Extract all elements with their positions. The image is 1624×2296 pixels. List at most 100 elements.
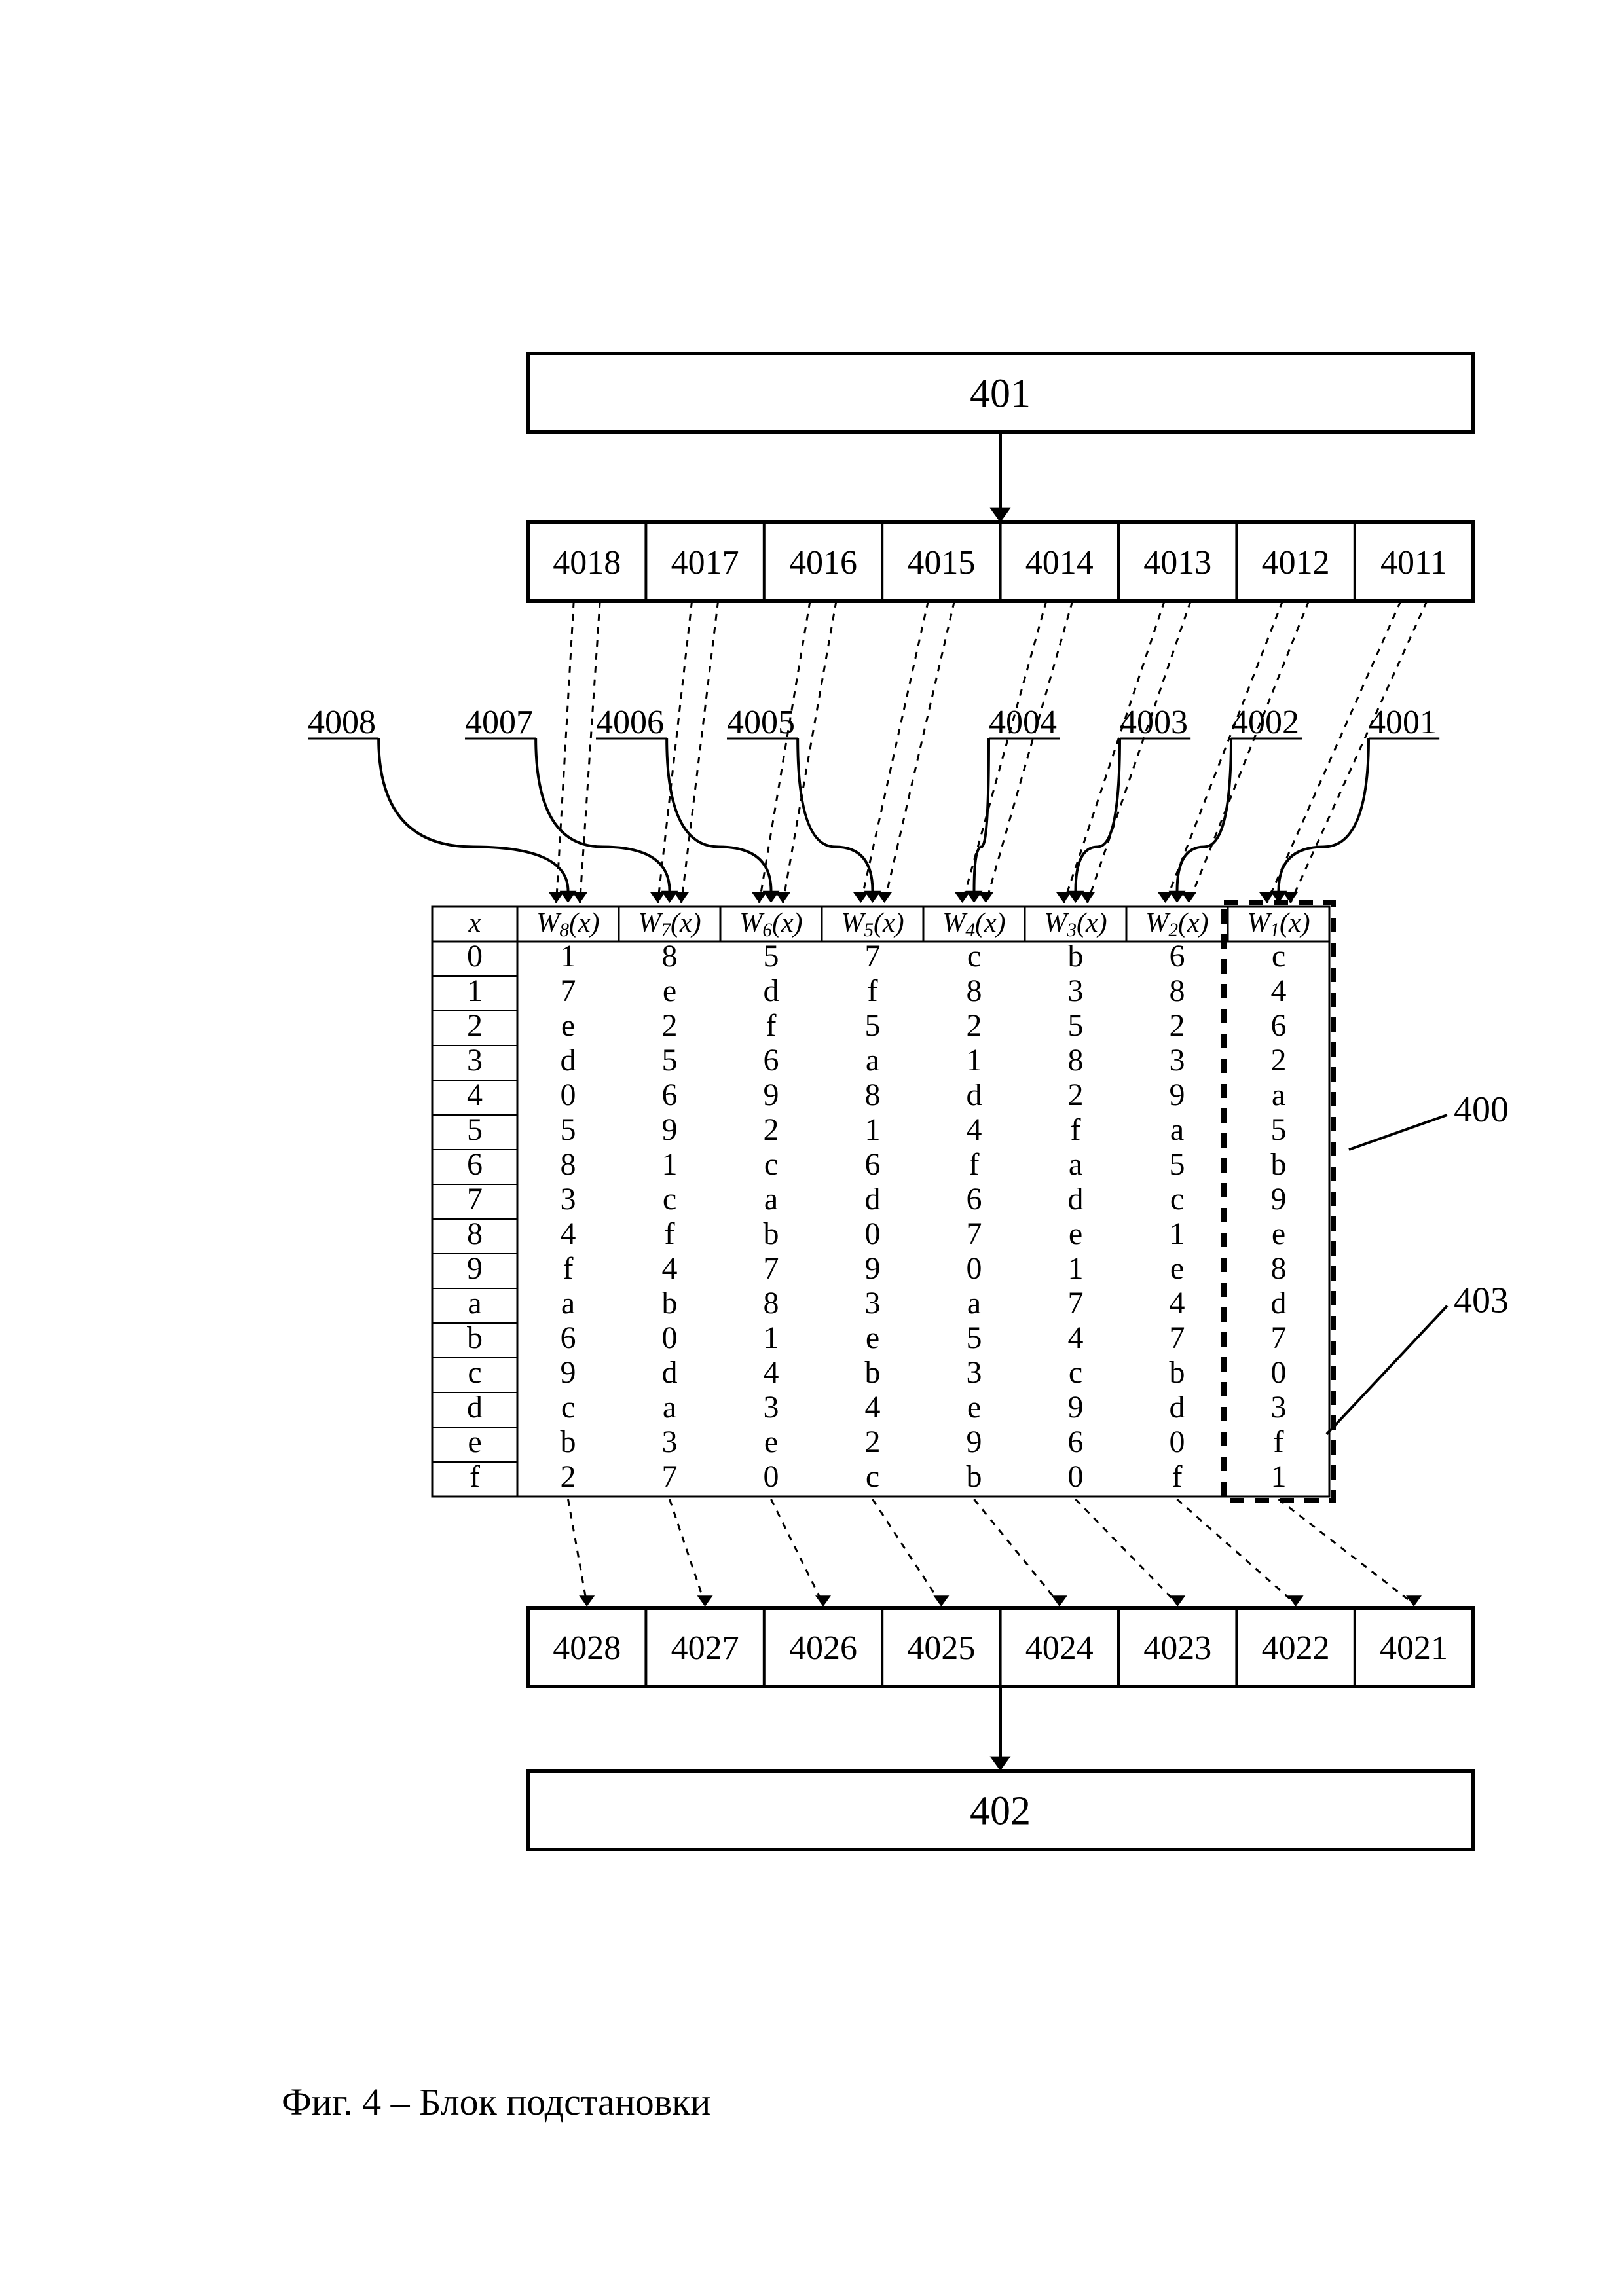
pointer-leader (378, 738, 568, 891)
arrow-head (990, 508, 1011, 522)
table-cell: f (868, 974, 878, 1008)
pointer-label: 4007 (465, 704, 533, 741)
table-cell: f (1071, 1112, 1081, 1147)
table-cell: 5 (662, 1043, 678, 1078)
table-index: a (468, 1286, 481, 1321)
table-index: 5 (467, 1112, 483, 1147)
table-cell: 2 (561, 1459, 576, 1494)
table-cell: 5 (1068, 1008, 1084, 1043)
dotted-arrow (1177, 1499, 1296, 1604)
table-cell: 5 (1170, 1147, 1185, 1182)
table-cell: 3 (1068, 974, 1084, 1008)
table-cell: e (967, 1390, 981, 1425)
table-cell: 6 (967, 1182, 982, 1216)
table-cell: 1 (865, 1112, 881, 1147)
pointer-label: 4006 (596, 704, 664, 741)
arrow-head (966, 891, 983, 903)
table-cell: c (1170, 1182, 1184, 1216)
table-cell: 8 (764, 1286, 779, 1321)
table-cell: 1 (1170, 1216, 1185, 1251)
table-cell: 5 (764, 939, 779, 974)
table-cell: e (561, 1008, 575, 1043)
table-cell: 7 (967, 1216, 982, 1251)
table-cell: a (1069, 1147, 1082, 1182)
arrow-head (763, 891, 780, 903)
table-cell: 4 (764, 1355, 779, 1390)
table-cell: a (663, 1390, 676, 1425)
table-index: 1 (467, 974, 483, 1008)
table-cell: 2 (865, 1425, 881, 1459)
arrow-head (661, 891, 678, 903)
arrow-head (864, 891, 881, 903)
table-cell: 8 (1170, 974, 1185, 1008)
table-cell: b (764, 1216, 779, 1251)
dotted-arrow (783, 601, 837, 903)
table-cell: e (1272, 1216, 1285, 1251)
table-cell: e (764, 1425, 778, 1459)
table-index: 0 (467, 939, 483, 974)
table-cell: 6 (561, 1321, 576, 1355)
dotted-arrow (771, 1499, 824, 1604)
table-cell: 4 (1271, 974, 1287, 1008)
table-cell: a (764, 1182, 778, 1216)
table-cell: 7 (561, 974, 576, 1008)
input-cell: 4011 (1380, 544, 1447, 581)
table-cell: a (1170, 1112, 1184, 1147)
table-index: 6 (467, 1147, 483, 1182)
table-cell: 4 (662, 1251, 678, 1286)
pointer-label: 4001 (1369, 704, 1437, 741)
table-cell: 7 (662, 1459, 678, 1494)
table-header: W5(x) (841, 908, 904, 941)
table-cell: 7 (1271, 1321, 1287, 1355)
table-cell: d (561, 1043, 576, 1078)
pointer-label: 4004 (989, 704, 1057, 741)
pointer-leader (974, 738, 989, 891)
table-cell: 4 (1068, 1321, 1084, 1355)
table-cell: 1 (764, 1321, 779, 1355)
table-index: e (468, 1425, 481, 1459)
table-cell: 3 (865, 1286, 881, 1321)
table-index: 4 (467, 1078, 483, 1112)
table-cell: 1 (1271, 1459, 1287, 1494)
table-cell: e (663, 974, 676, 1008)
table-cell: c (1272, 939, 1285, 974)
output-cell: 4021 (1380, 1630, 1448, 1667)
table-cell: 6 (662, 1078, 678, 1112)
diagram-root: 4014018401740164015401440134012401140084… (0, 0, 1624, 2296)
table-cell: b (1068, 939, 1084, 974)
pointer-label: 4003 (1120, 704, 1188, 741)
arrow-head (579, 1595, 595, 1607)
output-cell: 4026 (789, 1630, 857, 1667)
pointer-label: 4002 (1231, 704, 1299, 741)
table-cell: 7 (1170, 1321, 1185, 1355)
dotted-arrow (1064, 601, 1165, 903)
dotted-arrow (557, 601, 574, 903)
pointer-label: 4005 (727, 704, 795, 741)
dotted-arrow (1279, 1499, 1414, 1604)
table-col-x: x (468, 908, 481, 938)
table-cell: d (865, 1182, 881, 1216)
table-cell: 7 (764, 1251, 779, 1286)
arrow-head (697, 1595, 713, 1607)
table-cell: f (1172, 1459, 1183, 1494)
table-cell: 2 (967, 1008, 982, 1043)
pointer-leader (1177, 738, 1232, 891)
table-cell: 3 (764, 1390, 779, 1425)
table-header: W6(x) (739, 908, 802, 941)
table-cell: f (563, 1251, 574, 1286)
pointer-leader (798, 738, 872, 891)
input-cell: 4015 (907, 544, 975, 581)
table-cell: 5 (561, 1112, 576, 1147)
table-cell: e (866, 1321, 879, 1355)
dotted-arrow (1291, 601, 1428, 903)
table-index: f (470, 1459, 480, 1494)
table-cell: 3 (561, 1182, 576, 1216)
label-403: 403 (1454, 1281, 1509, 1321)
input-cell: 4016 (789, 544, 857, 581)
table-cell: c (764, 1147, 778, 1182)
table-cell: 1 (561, 939, 576, 974)
table-cell: 2 (764, 1112, 779, 1147)
input-cell: 4014 (1025, 544, 1094, 581)
table-index: 2 (467, 1008, 483, 1043)
table-cell: 9 (865, 1251, 881, 1286)
